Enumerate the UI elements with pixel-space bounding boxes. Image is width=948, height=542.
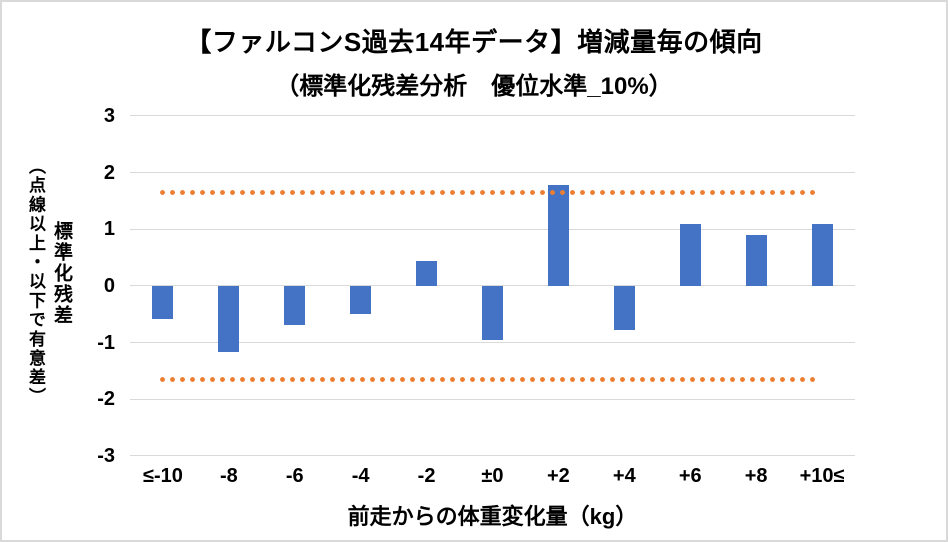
y-tick-label: 3 xyxy=(103,105,115,127)
bar xyxy=(547,184,569,286)
x-tick-label: -4 xyxy=(351,465,370,487)
bar xyxy=(745,235,767,286)
x-tick-label: ±0 xyxy=(481,465,504,487)
bar xyxy=(811,223,833,286)
bar xyxy=(152,286,174,320)
bar xyxy=(284,286,306,325)
gridline xyxy=(130,341,855,343)
bar xyxy=(482,286,503,341)
y-axis-note: （点線以上・以下で有意差） xyxy=(26,157,45,407)
x-tick-label: ≤-10 xyxy=(143,465,183,487)
gridline xyxy=(130,115,855,117)
y-tick-label: -3 xyxy=(97,445,115,467)
gridline xyxy=(130,455,855,457)
y-tick-label: 0 xyxy=(103,275,115,297)
chart-title: 【ファルコンS過去14年データ】増減量毎の傾向 xyxy=(185,27,763,57)
plot-area xyxy=(130,115,855,457)
bar xyxy=(350,286,372,314)
x-axis-title: 前走からの体重変化量（kg） xyxy=(347,504,638,529)
significance-dotted-line xyxy=(160,190,819,196)
bar xyxy=(416,261,438,286)
gridline xyxy=(130,285,855,287)
y-tick-label: 1 xyxy=(103,218,115,241)
significance-dotted-line xyxy=(160,376,819,382)
x-axis-tick-labels: ≤-10 -8 -6 -4 -2 ±0 +2 +4 +6 +8 +10≤ xyxy=(130,463,855,493)
gridline xyxy=(130,171,855,173)
y-tick-label: -1 xyxy=(97,331,115,354)
x-tick-label: +8 xyxy=(744,465,768,487)
x-tick-label: +2 xyxy=(547,465,570,487)
bar xyxy=(613,286,635,331)
bar xyxy=(218,286,240,353)
gridline xyxy=(130,228,855,230)
x-tick-label: +10≤ xyxy=(799,465,845,487)
bar xyxy=(679,223,701,286)
y-axis-title: 標準化残差 xyxy=(51,221,72,326)
x-tick-label: +4 xyxy=(612,465,636,487)
x-tick-label: -8 xyxy=(219,465,238,487)
x-tick-label: +6 xyxy=(678,465,702,487)
x-tick-label: -2 xyxy=(417,465,436,487)
x-tick-label: -6 xyxy=(285,465,304,487)
y-axis-tick-labels: 3 2 1 0 -1 -2 -3 xyxy=(2,105,115,467)
y-tick-label: 2 xyxy=(103,161,115,184)
y-tick-label: -2 xyxy=(97,388,115,411)
gridline xyxy=(130,398,855,400)
chart-subtitle: （標準化残差分析 優位水準_10%） xyxy=(275,73,673,100)
